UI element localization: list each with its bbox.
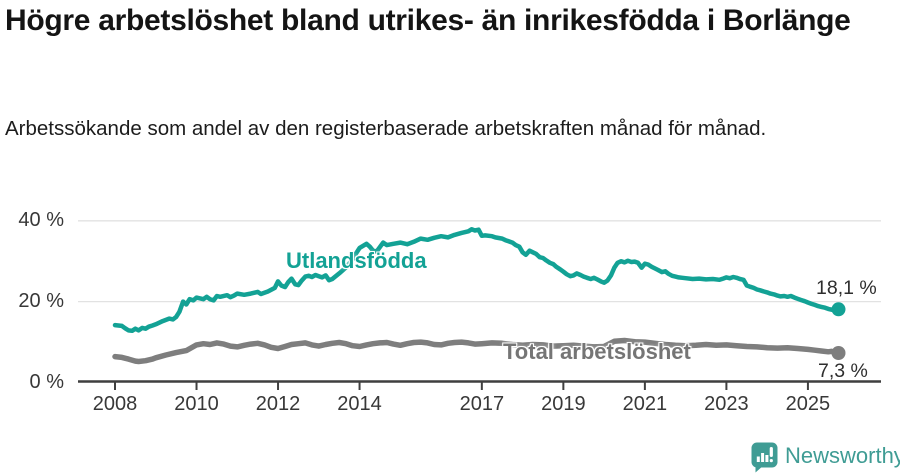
x-axis-label-2012: 2012 [255,393,301,415]
y-axis-label-40: 40 % [18,208,64,231]
y-axis-label-20: 20 % [18,289,64,312]
newsworthy-logo: Newsworthy [751,442,900,473]
x-axis-label-2019: 2019 [541,393,586,415]
series-label-utlandsfodda: Utlandsfödda [286,248,427,273]
chart-subtitle: Arbetssökande som andel av den registerb… [5,117,767,140]
x-axis-label-2014: 2014 [337,393,382,415]
chart-title: Högre arbetslöshet bland utrikes- än inr… [5,4,851,37]
x-axis-label-2008: 2008 [92,393,138,415]
bar-chart-speech-bubble-icon [751,442,778,473]
x-axis-label-2010: 2010 [174,393,219,415]
end-value-label-total: 7,3 % [818,360,868,382]
newsworthy-wordmark: Newsworthy [785,443,900,468]
x-axis-label-2023: 2023 [704,393,749,415]
x-axis-label-2017: 2017 [459,393,505,415]
x-axis-label-2025: 2025 [785,393,831,415]
x-axis-label-2021: 2021 [622,393,668,415]
series-label-total-arbetsloshet: Total arbetslöshet [503,339,691,364]
y-axis-label-0: 0 % [29,370,64,393]
end-value-label-utlandsfodda: 18,1 % [816,277,877,299]
